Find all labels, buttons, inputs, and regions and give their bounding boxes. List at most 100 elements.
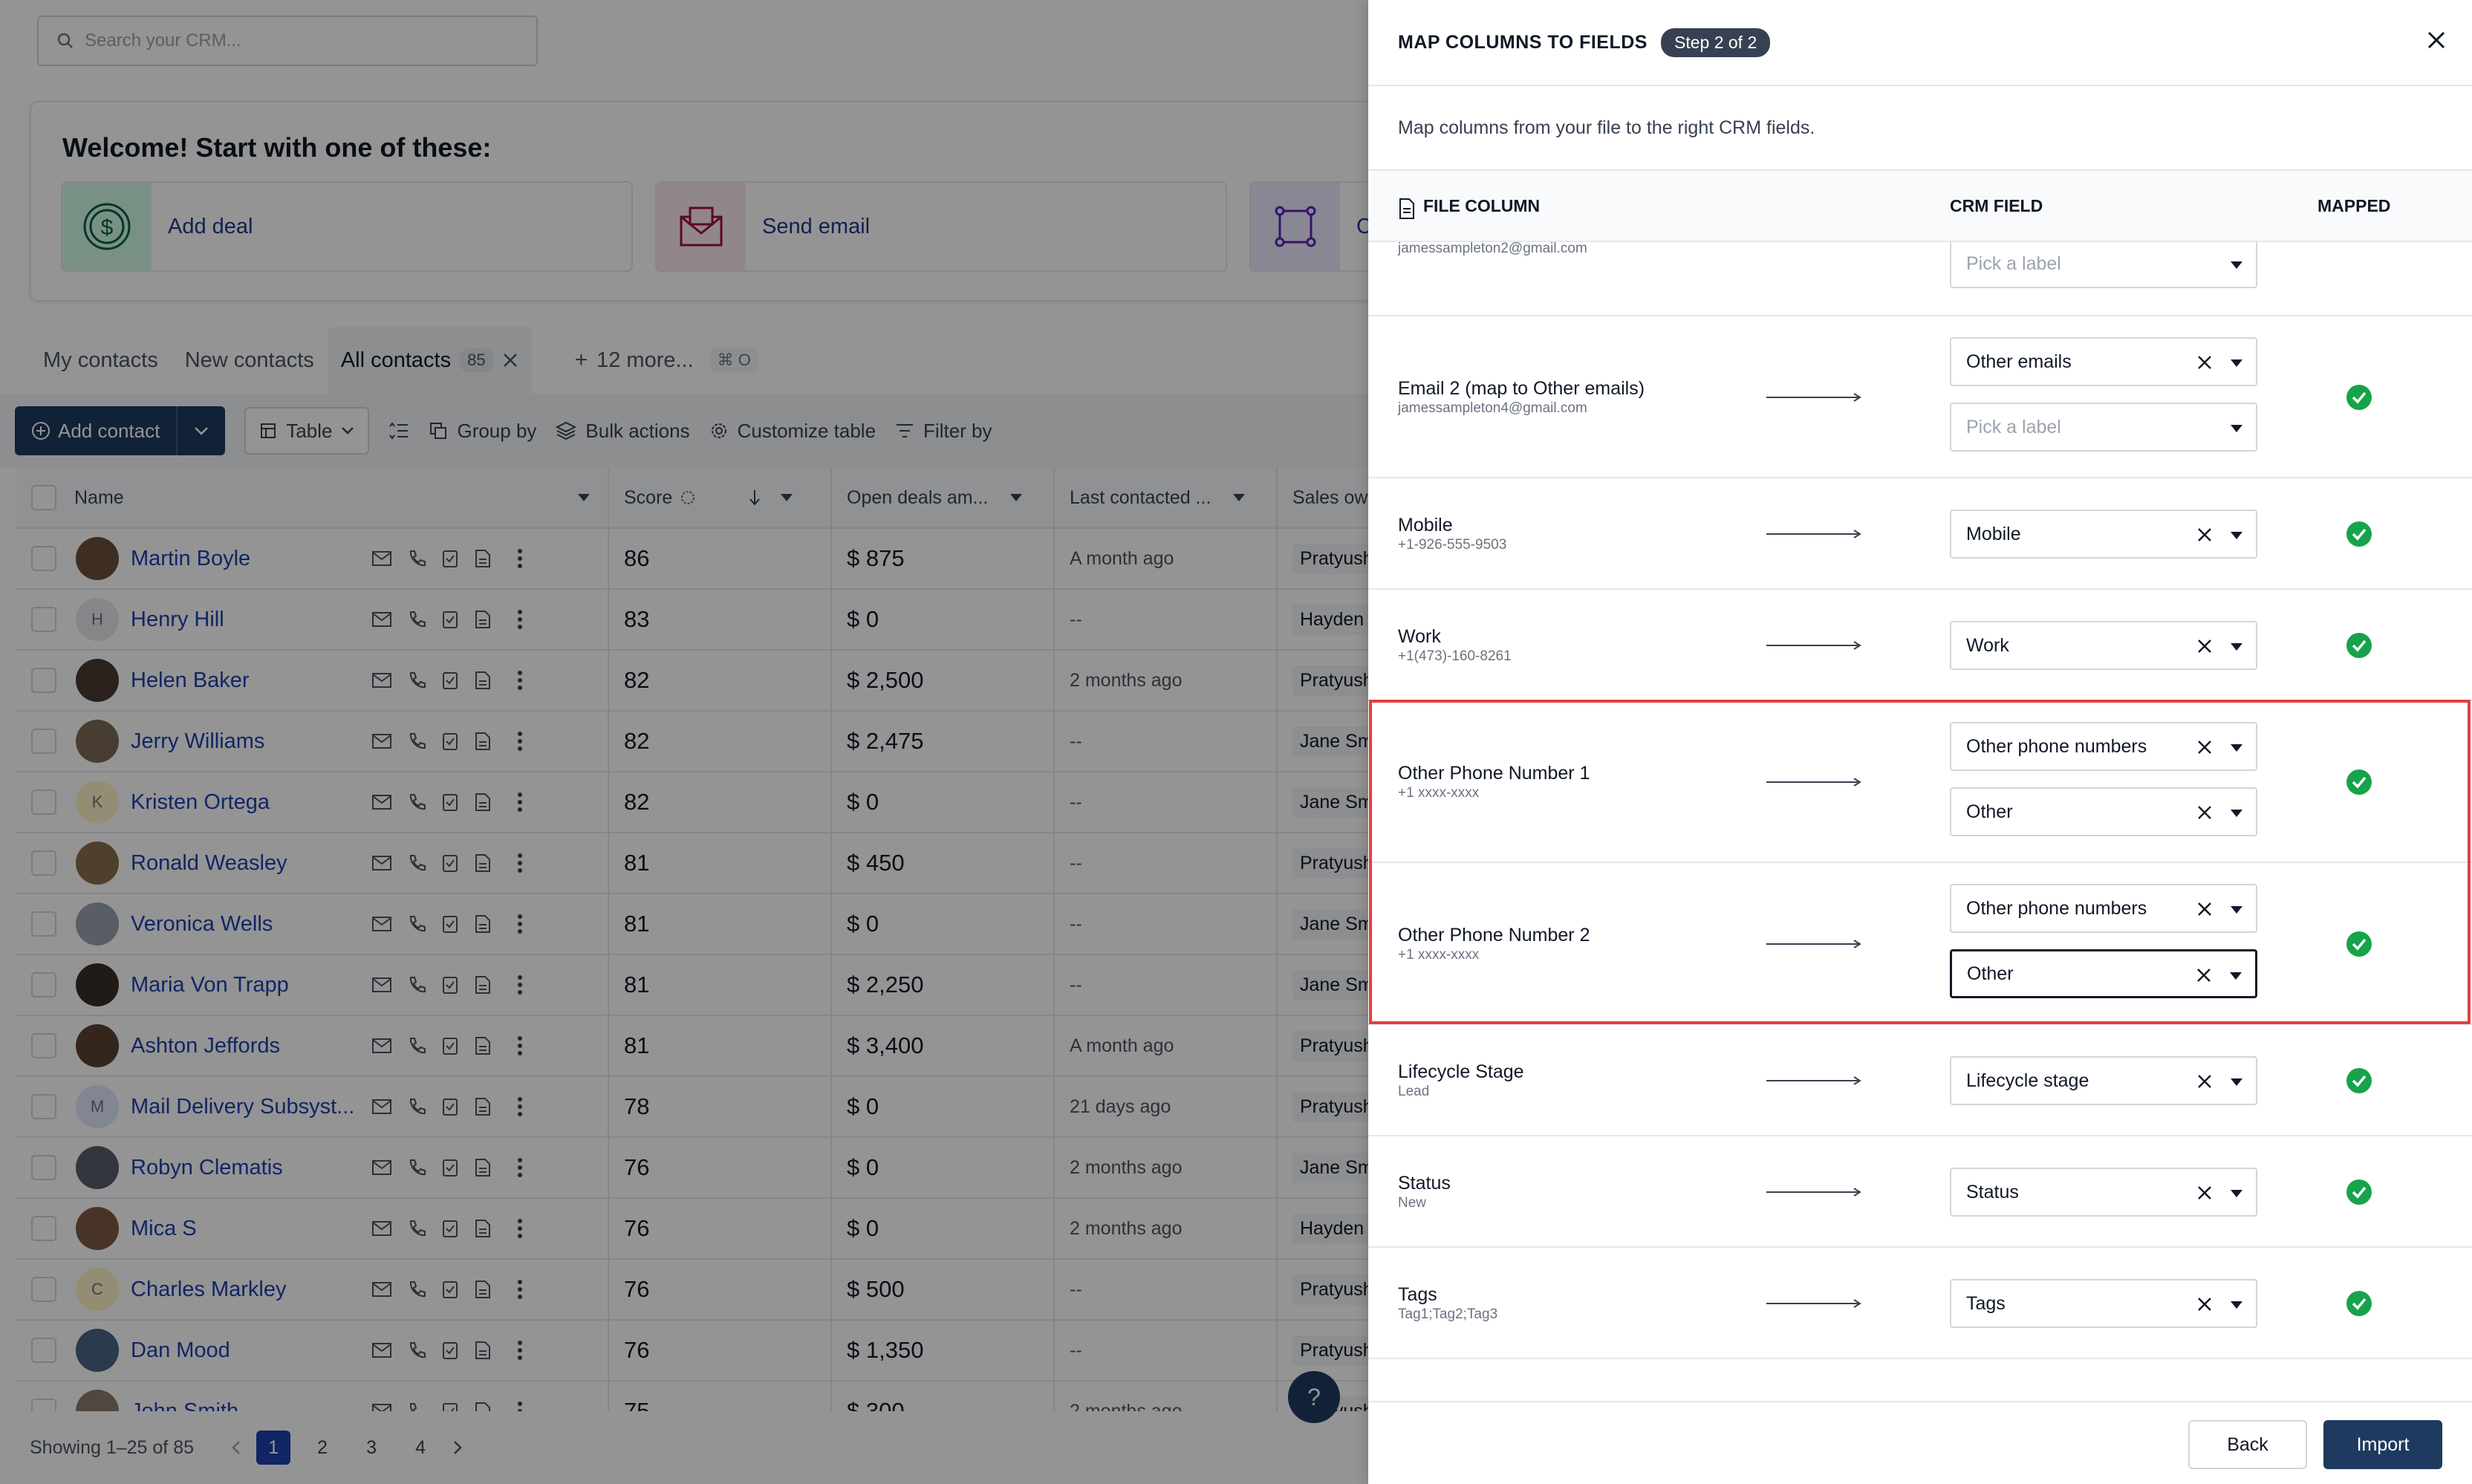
chevron-down-icon[interactable] bbox=[176, 406, 225, 455]
clear-icon[interactable] bbox=[2196, 967, 2212, 983]
customize-table-button[interactable]: Customize table bbox=[709, 420, 876, 443]
column-score[interactable]: Score bbox=[609, 468, 832, 528]
third-card[interactable]: C bbox=[1249, 181, 1368, 272]
caret-down-icon[interactable] bbox=[2231, 1301, 2242, 1309]
crm-field-select[interactable]: Mobile bbox=[1950, 510, 2257, 559]
task-icon[interactable] bbox=[441, 793, 459, 812]
caret-down-icon[interactable] bbox=[2231, 1078, 2242, 1086]
tab-new-contacts[interactable]: New contacts bbox=[172, 327, 328, 394]
close-icon[interactable] bbox=[2426, 30, 2447, 51]
phone-icon[interactable] bbox=[407, 549, 426, 568]
more-options-icon[interactable] bbox=[517, 670, 523, 691]
more-options-icon[interactable] bbox=[517, 609, 523, 630]
phone-icon[interactable] bbox=[407, 1280, 426, 1299]
note-icon[interactable] bbox=[474, 1280, 492, 1299]
table-row[interactable]: K Kristen Ortega 82 $ 0 -- Jane Sm bbox=[15, 772, 1368, 833]
row-checkbox[interactable] bbox=[31, 729, 56, 754]
clear-icon[interactable] bbox=[2196, 1296, 2213, 1312]
table-row[interactable]: Jerry Williams 82 $ 2,475 -- Jane Sm bbox=[15, 711, 1368, 772]
row-checkbox[interactable] bbox=[31, 1338, 56, 1363]
caret-down-icon[interactable] bbox=[2231, 906, 2242, 914]
task-icon[interactable] bbox=[441, 914, 459, 934]
crm-field-select[interactable]: Status bbox=[1950, 1168, 2257, 1217]
note-icon[interactable] bbox=[474, 549, 492, 568]
note-icon[interactable] bbox=[474, 671, 492, 690]
field-label-select[interactable]: Pick a label bbox=[1950, 403, 2257, 452]
phone-icon[interactable] bbox=[407, 1158, 426, 1177]
task-icon[interactable] bbox=[441, 549, 459, 568]
clear-icon[interactable] bbox=[2196, 901, 2213, 917]
phone-icon[interactable] bbox=[407, 1402, 426, 1411]
import-button[interactable]: Import bbox=[2323, 1420, 2442, 1469]
mail-icon[interactable] bbox=[371, 794, 392, 810]
crm-field-select[interactable]: Other phone numbers bbox=[1950, 884, 2257, 933]
add-contact-button[interactable]: Add contact bbox=[15, 406, 226, 455]
send-email-card[interactable]: Send email bbox=[655, 181, 1227, 272]
help-button[interactable]: ? bbox=[1288, 1371, 1340, 1423]
crm-field-select[interactable]: Work bbox=[1950, 621, 2257, 670]
table-row[interactable]: M Mail Delivery Subsyst... 78 $ 0 21 day… bbox=[15, 1076, 1368, 1138]
more-tabs-button[interactable]: + 12 more... ⌘ O bbox=[562, 327, 772, 394]
table-row[interactable]: Ronald Weasley 81 $ 450 -- Pratyush bbox=[15, 833, 1368, 894]
mail-icon[interactable] bbox=[371, 1099, 392, 1115]
phone-icon[interactable] bbox=[407, 732, 426, 751]
page-3-button[interactable]: 3 bbox=[366, 1436, 377, 1458]
row-checkbox[interactable] bbox=[31, 911, 56, 937]
phone-icon[interactable] bbox=[407, 671, 426, 690]
more-options-icon[interactable] bbox=[517, 792, 523, 813]
phone-icon[interactable] bbox=[407, 793, 426, 812]
note-icon[interactable] bbox=[474, 975, 492, 995]
column-last-contacted[interactable]: Last contacted ... bbox=[1055, 468, 1278, 528]
more-options-icon[interactable] bbox=[517, 974, 523, 995]
clear-icon[interactable] bbox=[2196, 638, 2213, 654]
table-row[interactable]: Maria Von Trapp 81 $ 2,250 -- Jane Sm bbox=[15, 954, 1368, 1016]
task-icon[interactable] bbox=[441, 853, 459, 873]
phone-icon[interactable] bbox=[407, 1219, 426, 1238]
back-button[interactable]: Back bbox=[2188, 1420, 2307, 1469]
clear-icon[interactable] bbox=[2196, 527, 2213, 543]
label-select[interactable]: Pick a label bbox=[1950, 242, 2257, 288]
chevron-left-icon[interactable] bbox=[231, 1440, 241, 1455]
task-icon[interactable] bbox=[441, 1280, 459, 1299]
field-label-select[interactable]: Other bbox=[1950, 787, 2257, 836]
row-density-button[interactable] bbox=[388, 420, 409, 441]
table-row[interactable]: Helen Baker 82 $ 2,500 2 months ago Prat… bbox=[15, 650, 1368, 712]
crm-field-select[interactable]: Other phone numbers bbox=[1950, 722, 2257, 771]
caret-down-icon[interactable] bbox=[2231, 425, 2242, 432]
caret-down-icon[interactable] bbox=[2231, 1190, 2242, 1197]
crm-field-select[interactable]: Other emails bbox=[1950, 337, 2257, 386]
row-checkbox[interactable] bbox=[31, 607, 56, 632]
table-row[interactable]: Veronica Wells 81 $ 0 -- Jane Sm bbox=[15, 894, 1368, 955]
mail-icon[interactable] bbox=[371, 611, 392, 628]
mail-icon[interactable] bbox=[371, 1281, 392, 1298]
modal-backdrop[interactable] bbox=[0, 0, 1368, 1484]
group-by-button[interactable]: Group by bbox=[429, 420, 536, 443]
more-options-icon[interactable] bbox=[517, 1401, 523, 1411]
filter-by-button[interactable]: Filter by bbox=[895, 420, 992, 443]
phone-icon[interactable] bbox=[407, 975, 426, 995]
mail-icon[interactable] bbox=[371, 1342, 392, 1358]
row-checkbox[interactable] bbox=[31, 1094, 56, 1119]
more-options-icon[interactable] bbox=[517, 1035, 523, 1056]
mail-icon[interactable] bbox=[371, 1038, 392, 1054]
table-row[interactable]: Mica S 76 $ 0 2 months ago Hayden bbox=[15, 1198, 1368, 1260]
table-row[interactable]: Martin Boyle 86 $ 875 A month ago Pratyu… bbox=[15, 528, 1368, 590]
more-options-icon[interactable] bbox=[517, 1340, 523, 1361]
caret-down-icon[interactable] bbox=[2230, 972, 2242, 980]
mail-icon[interactable] bbox=[371, 916, 392, 932]
chevron-right-icon[interactable] bbox=[452, 1440, 463, 1455]
page-4-button[interactable]: 4 bbox=[415, 1436, 426, 1458]
note-icon[interactable] bbox=[474, 1402, 492, 1411]
task-icon[interactable] bbox=[441, 671, 459, 690]
close-icon[interactable] bbox=[502, 352, 518, 368]
note-icon[interactable] bbox=[474, 1097, 492, 1116]
row-checkbox[interactable] bbox=[31, 1155, 56, 1180]
clear-icon[interactable] bbox=[2196, 804, 2213, 821]
column-name[interactable]: Name bbox=[59, 468, 609, 528]
caret-down-icon[interactable] bbox=[2231, 359, 2242, 367]
tab-all-contacts[interactable]: All contacts 85 bbox=[327, 327, 532, 394]
more-options-icon[interactable] bbox=[517, 1218, 523, 1239]
note-icon[interactable] bbox=[474, 732, 492, 751]
table-row[interactable]: H Henry Hill 83 $ 0 -- Hayden bbox=[15, 589, 1368, 651]
caret-down-icon[interactable] bbox=[2231, 810, 2242, 817]
